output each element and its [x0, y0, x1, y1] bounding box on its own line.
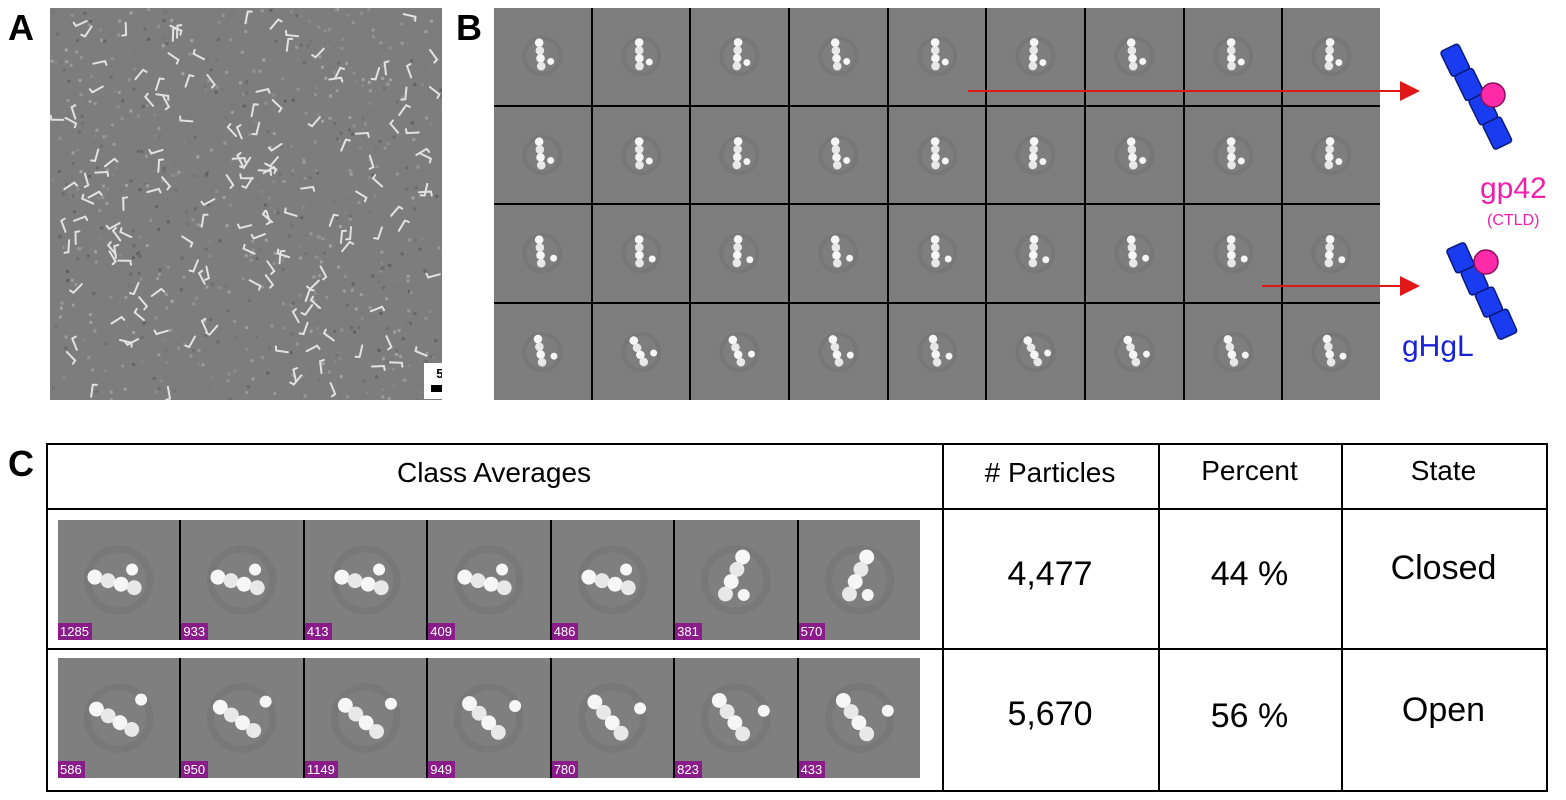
micrograph-particles [50, 8, 442, 400]
particle-count-badge: 1285 [58, 623, 92, 640]
class-average-thumb: 780 [551, 658, 674, 778]
class-average-thumb: 486 [551, 520, 674, 640]
header-percent: Percent [1201, 455, 1298, 486]
class-average-grid [494, 8, 1380, 400]
class-average-cell [494, 106, 591, 203]
particles-open: 5,670 [1007, 695, 1093, 733]
class-average-thumb: 570 [798, 520, 920, 640]
class-average-cell [987, 8, 1084, 105]
particle-count-badge: 823 [675, 761, 702, 778]
class-average-cell [691, 303, 788, 400]
class-average-thumb: 950 [181, 658, 303, 778]
class-average-cell [1085, 106, 1183, 203]
class-average-cell [592, 205, 690, 302]
header-class-averages: Class Averages [396, 457, 592, 488]
percent-closed: 44 % [1210, 555, 1289, 593]
header-particles: # Particles [984, 457, 1116, 488]
class-average-cell [494, 205, 591, 302]
percent-open: 56 % [1210, 697, 1289, 735]
class-average-cell [789, 205, 887, 302]
class-average-cell [592, 106, 690, 203]
panel-label-a: A [8, 7, 34, 48]
particle-count-badge: 949 [428, 761, 455, 778]
class-average-cell [494, 303, 591, 400]
class-average-thumb: 1149 [304, 658, 427, 778]
particle-count-badge: 933 [181, 623, 209, 640]
class-average-cell [1283, 303, 1380, 400]
model-open-ghgl [1446, 242, 1518, 340]
class-average-cell [1283, 8, 1380, 105]
state-closed: Closed [1390, 549, 1497, 587]
particle-count-badge: 381 [675, 623, 702, 640]
class-average-cell [691, 205, 788, 302]
class-average-cell [789, 8, 887, 105]
class-average-thumb: 409 [428, 520, 550, 640]
particle-count-badge: 1149 [304, 761, 338, 778]
panel-label-c: C [8, 443, 34, 484]
class-average-thumb: 586 [58, 658, 180, 778]
particle-count-badge: 486 [551, 623, 579, 640]
class-average-cell [888, 205, 986, 302]
class-average-strip-closed: 1285 933 413 409 486 381 570 [58, 520, 920, 640]
class-average-cell [1283, 205, 1380, 302]
header-state: State [1410, 455, 1477, 486]
class-average-thumb: 823 [675, 658, 797, 778]
class-average-cell [789, 106, 887, 203]
class-average-thumb: 433 [798, 658, 920, 778]
scale-bar-line [431, 385, 442, 392]
class-average-cell [1085, 303, 1183, 400]
particle-count-badge: 433 [798, 761, 826, 778]
label-ctld: (CTLD) [1487, 212, 1540, 229]
particle-count-badge: 586 [58, 761, 85, 778]
model-closed-ghgl [1440, 43, 1513, 150]
class-average-thumb: 933 [181, 520, 303, 640]
class-average-cell [592, 303, 690, 400]
class-average-thumb: 381 [675, 520, 797, 640]
class-average-cell [1184, 303, 1282, 400]
class-average-cell [789, 303, 887, 400]
label-ghgl: gHgL [1402, 330, 1474, 363]
particle-count-badge: 570 [798, 623, 826, 640]
class-average-strip-open: 586 950 1149 949 780 823 433 [58, 658, 920, 778]
class-average-cell [1085, 205, 1183, 302]
class-average-cell [987, 205, 1084, 302]
model-closed-gp42 [1480, 82, 1506, 108]
panel-label-b: B [456, 7, 482, 48]
particle-count-badge: 950 [181, 761, 209, 778]
class-average-cell [1085, 8, 1183, 105]
particle-count-badge: 409 [428, 623, 455, 640]
class-average-thumb: 413 [304, 520, 427, 640]
class-average-cell [987, 106, 1084, 203]
class-average-cell [888, 106, 986, 203]
class-average-cell [494, 8, 591, 105]
class-average-cell [1184, 205, 1282, 302]
class-average-cell [691, 106, 788, 203]
model-open-gp42 [1473, 249, 1499, 275]
particle-count-badge: 780 [551, 761, 579, 778]
micrograph-image: 50 nm [50, 8, 442, 400]
class-average-table: Class Averages # Particles Percent State… [46, 443, 1548, 792]
class-average-thumb: 949 [428, 658, 550, 778]
class-average-cell [987, 303, 1084, 400]
label-gp42: gp42 [1480, 172, 1547, 205]
class-average-cell [1283, 106, 1380, 203]
class-average-cell [1184, 106, 1282, 203]
particles-closed: 4,477 [1007, 555, 1093, 593]
scale-bar-label: 50 nm [436, 366, 442, 381]
particle-count-badge: 413 [304, 623, 332, 640]
class-average-cell [888, 8, 986, 105]
scale-bar: 50 nm [424, 363, 442, 399]
class-average-cell [1184, 8, 1282, 105]
class-average-cell [691, 8, 788, 105]
class-average-cell [592, 8, 690, 105]
class-average-cell [888, 303, 986, 400]
state-open: Open [1401, 691, 1486, 729]
class-average-thumb: 1285 [58, 520, 180, 640]
